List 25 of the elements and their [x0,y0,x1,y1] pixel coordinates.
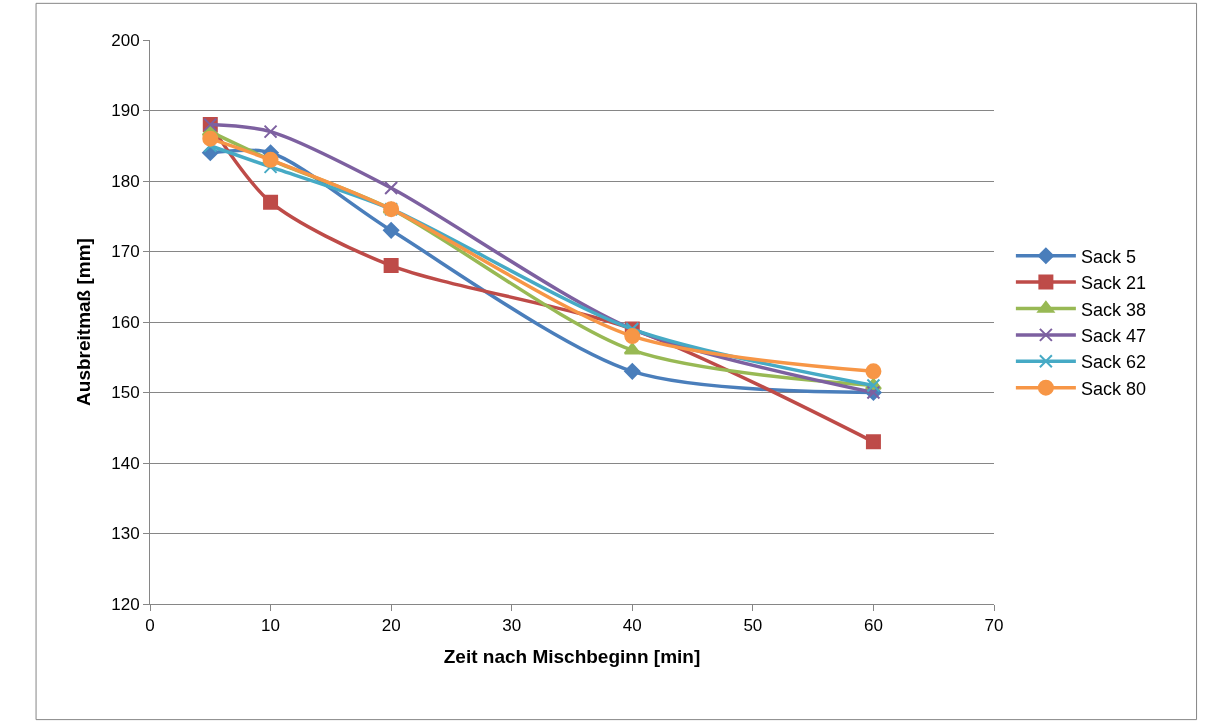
legend-label: Sack 21 [1080,273,1146,294]
y-tick-label: 140 [111,453,140,473]
y-tick-label: 180 [111,171,140,191]
y-tick-label: 170 [111,242,140,262]
x-tick-label: 0 [145,616,155,636]
x-tick-label: 40 [622,616,642,636]
x-tick-label: 30 [502,616,522,636]
x-axis-title: Zeit nach Mischbeginn [min] [443,646,701,668]
x-tick-label: 70 [984,616,1004,636]
x-tick-label: 60 [863,616,883,636]
x-tick-label: 10 [261,616,281,636]
y-tick-label: 150 [111,383,140,403]
y-axis-title: Ausbreitmaß [mm] [73,238,95,406]
y-tick-label: 200 [111,30,140,50]
y-tick-label: 160 [111,312,140,332]
legend-label: Sack 47 [1080,325,1146,346]
y-tick-label: 120 [111,594,140,614]
y-tick-label: 130 [111,524,140,544]
legend-label: Sack 5 [1080,246,1136,267]
legend-label: Sack 62 [1080,352,1146,373]
legend-label: Sack 80 [1080,378,1146,399]
y-tick-label: 190 [111,101,140,121]
x-tick-label: 50 [743,616,763,636]
x-tick-label: 20 [381,616,401,636]
legend-label: Sack 38 [1080,299,1146,320]
